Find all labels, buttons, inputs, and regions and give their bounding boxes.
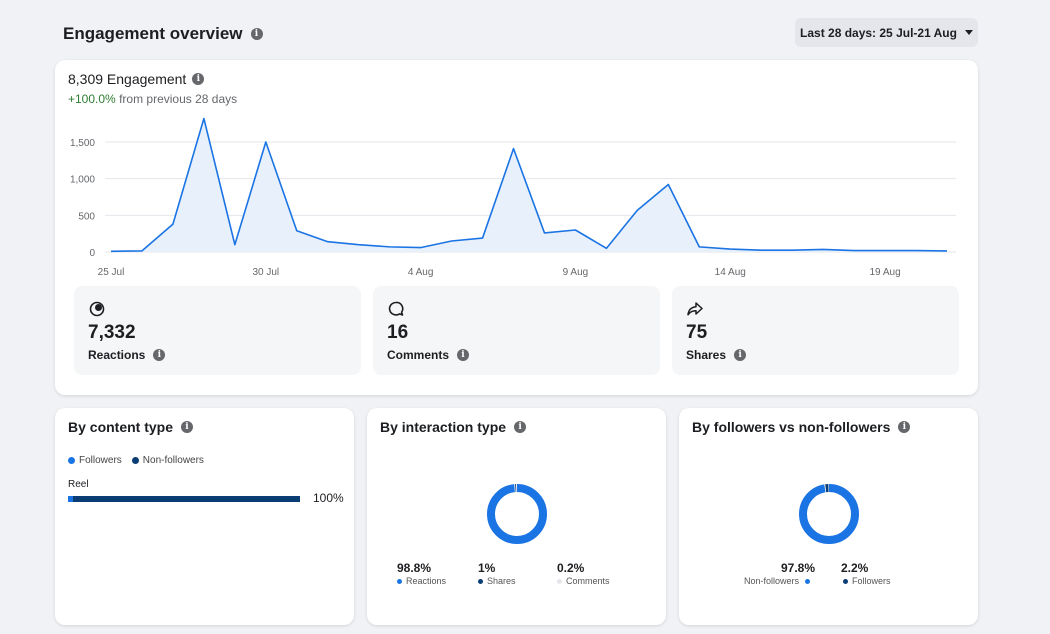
reactions-dot-icon	[397, 579, 402, 585]
stat-value: 0.2%	[557, 561, 585, 575]
followers-dot-icon	[843, 579, 848, 585]
stat-label: Shares	[478, 576, 516, 586]
engagement-total: 8,309 Engagement	[68, 71, 187, 87]
area-fill	[111, 118, 947, 253]
legend-non-followers: Non-followers	[131, 455, 204, 466]
stat-label-text: Comments	[566, 576, 610, 586]
card-title-text: By interaction type	[380, 419, 507, 435]
non-followers-dot-icon	[131, 456, 139, 464]
x-tick-label: 19 Aug	[869, 267, 900, 278]
stat-label-text: Shares	[487, 576, 516, 586]
donut-slice	[799, 484, 859, 544]
reel-bar[interactable]	[68, 496, 300, 502]
engagement-card: 8,309 Engagement i +100.0% from previous…	[55, 60, 978, 395]
x-tick-label: 30 Jul	[252, 267, 279, 278]
metric-shares[interactable]: 75 Shares i	[672, 286, 959, 375]
info-icon[interactable]: i	[514, 421, 527, 433]
stat-value: 1%	[478, 561, 496, 575]
metric-value: 75	[686, 322, 708, 343]
metric-comments[interactable]: 16 Comments i	[373, 286, 660, 375]
metric-label: Reactions i	[88, 348, 166, 362]
series-line	[110, 117, 948, 253]
reactions-icon	[89, 301, 105, 317]
legend: Followers Non-followers	[68, 455, 204, 466]
shares-icon	[687, 302, 703, 316]
x-tick-label: 14 Aug	[715, 267, 746, 278]
card-title: By content type i	[68, 419, 194, 435]
stat-label-text: Followers	[852, 576, 891, 586]
followers-dot-icon	[68, 456, 75, 464]
card-title-text: By content type	[68, 419, 174, 435]
change-value: +100.0%	[68, 92, 116, 106]
metric-reactions[interactable]: 7,332 Reactions i	[74, 286, 361, 375]
content-type-card: By content type i Followers Non-follower…	[55, 408, 354, 625]
legend-label: Non-followers	[142, 455, 204, 466]
followers-card: By followers vs non-followers i 97.8% No…	[679, 408, 978, 625]
metric-label: Comments i	[387, 348, 470, 362]
comments-dot-icon	[557, 579, 562, 585]
metric-value: 7,332	[88, 322, 136, 343]
non-followers-dot-icon	[804, 579, 810, 585]
page-title: Engagement overview i	[63, 24, 263, 44]
stat-label-text: Reactions	[406, 576, 447, 586]
comments-icon	[388, 301, 404, 316]
metric-label-text: Shares	[686, 348, 727, 362]
date-range-dropdown[interactable]: Last 28 days: 25 Jul-21 Aug	[795, 18, 978, 47]
reel-percent: 100%	[313, 491, 344, 505]
legend-label: Followers	[79, 455, 122, 466]
metric-label: Shares i	[686, 348, 747, 362]
caret-down-icon	[964, 30, 973, 35]
date-range-label: Last 28 days: 25 Jul-21 Aug	[800, 25, 957, 40]
info-icon[interactable]: i	[734, 349, 747, 361]
x-tick-label: 25 Jul	[98, 267, 125, 278]
engagement-change: +100.0% from previous 28 days	[68, 92, 237, 106]
change-suffix: from previous 28 days	[119, 92, 238, 106]
reel-followers-segment	[68, 496, 73, 502]
stat-label-text: Non-followers	[744, 576, 800, 586]
info-icon[interactable]: i	[457, 349, 470, 361]
y-tick-label: 500	[78, 211, 95, 222]
info-icon[interactable]: i	[898, 421, 911, 433]
card-title: By followers vs non-followers i	[692, 419, 911, 435]
info-icon[interactable]: i	[192, 73, 205, 85]
followers-donut-chart[interactable]	[797, 482, 861, 546]
page-title-text: Engagement overview	[63, 24, 243, 43]
y-tick-label: 1,000	[70, 175, 95, 186]
y-tick-label: 1,500	[70, 138, 95, 149]
donut-slice	[799, 484, 859, 544]
info-icon[interactable]: i	[250, 28, 263, 40]
legend-followers: Followers	[68, 455, 122, 466]
info-icon[interactable]: i	[153, 349, 166, 361]
x-tick-label: 9 Aug	[563, 267, 589, 278]
stat-value: 98.8%	[397, 561, 432, 575]
donut-slice	[487, 484, 547, 544]
interaction-donut-chart[interactable]	[485, 482, 549, 546]
stat-label: Reactions	[397, 576, 446, 586]
x-tick-label: 4 Aug	[408, 267, 434, 278]
card-title-text: By followers vs non-followers	[692, 419, 891, 435]
engagement-title: 8,309 Engagement i	[68, 71, 205, 87]
metric-label-text: Reactions	[88, 348, 146, 362]
stat-value: 2.2%	[841, 561, 869, 575]
y-tick-label: 0	[89, 248, 95, 259]
stat-label: Non-followers	[744, 576, 814, 586]
stat-value: 97.8%	[781, 561, 816, 575]
info-icon[interactable]: i	[181, 421, 194, 433]
shares-dot-icon	[478, 579, 483, 585]
card-title: By interaction type i	[380, 419, 527, 435]
interaction-type-card: By interaction type i 98.8% Reactions 1%…	[367, 408, 666, 625]
stat-label: Comments	[557, 576, 610, 586]
reel-label: Reel	[68, 479, 89, 490]
metric-label-text: Comments	[387, 348, 450, 362]
engagement-chart: 0 500 1,000 1,500 25 Jul 30 Jul 4 Aug 9 Aug 14 A…	[70, 117, 956, 278]
metric-value: 16	[387, 322, 409, 343]
stat-label: Followers	[843, 576, 891, 586]
